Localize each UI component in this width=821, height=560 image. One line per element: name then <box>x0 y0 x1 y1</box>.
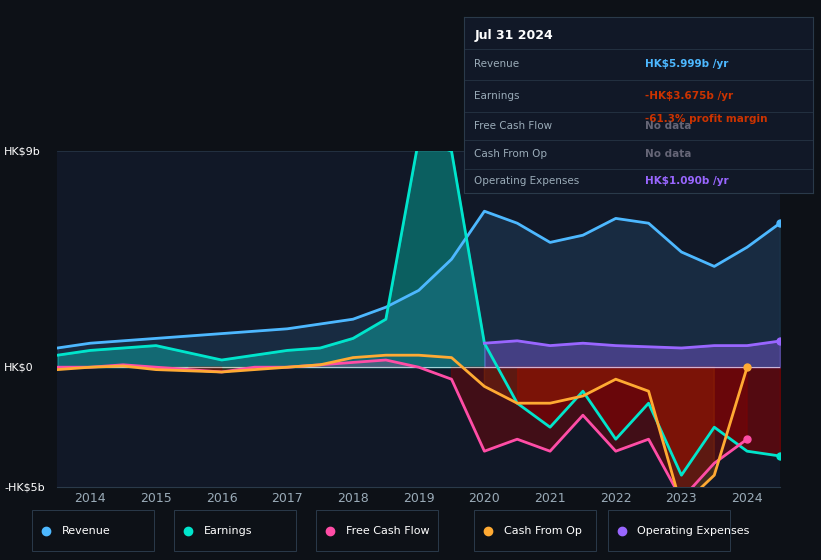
Text: Revenue: Revenue <box>62 526 111 535</box>
Text: Revenue: Revenue <box>475 59 520 69</box>
Text: -61.3% profit margin: -61.3% profit margin <box>645 114 768 124</box>
Text: Operating Expenses: Operating Expenses <box>637 526 750 535</box>
Text: No data: No data <box>645 121 691 131</box>
Text: Free Cash Flow: Free Cash Flow <box>475 121 553 131</box>
Text: No data: No data <box>645 150 691 160</box>
Text: -HK$5b: -HK$5b <box>4 482 44 492</box>
Text: Free Cash Flow: Free Cash Flow <box>346 526 429 535</box>
Text: Jul 31 2024: Jul 31 2024 <box>475 29 553 42</box>
Text: Operating Expenses: Operating Expenses <box>475 176 580 186</box>
Text: Cash From Op: Cash From Op <box>503 526 581 535</box>
Text: HK$9b: HK$9b <box>4 146 41 156</box>
Text: Earnings: Earnings <box>204 526 253 535</box>
Text: HK$0: HK$0 <box>4 362 34 372</box>
Text: -HK$3.675b /yr: -HK$3.675b /yr <box>645 91 733 101</box>
Text: Cash From Op: Cash From Op <box>475 150 548 160</box>
Text: HK$5.999b /yr: HK$5.999b /yr <box>645 59 729 69</box>
Text: Earnings: Earnings <box>475 91 520 101</box>
Text: HK$1.090b /yr: HK$1.090b /yr <box>645 176 729 186</box>
